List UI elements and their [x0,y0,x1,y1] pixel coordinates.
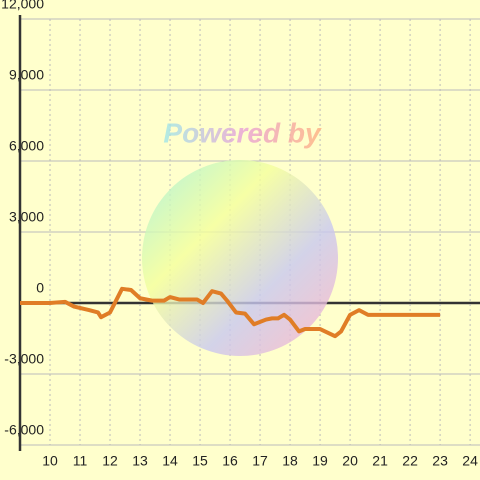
x-tick-label: 22 [402,453,418,469]
x-tick-label: 14 [162,453,178,469]
x-tick-label: 20 [342,453,358,469]
x-tick-label: 18 [282,453,298,469]
x-tick-label: 13 [132,453,148,469]
data-line [20,286,441,339]
y-tick-label: -3,000 [4,351,44,367]
x-tick-label: 21 [372,453,388,469]
y-tick-label: 6,000 [9,138,44,154]
y-tick-label: 12,000 [1,0,44,12]
y-tick-label: 9,000 [9,67,44,83]
x-tick-label: 17 [252,453,268,469]
x-tick-label: 12 [102,453,118,469]
x-tick-label: 23 [432,453,448,469]
x-tick-label: 10 [42,453,58,469]
y-tick-label: -6,000 [4,422,44,438]
x-tick-label: 11 [73,453,88,469]
y-tick-label: 3,000 [9,209,44,225]
watermark-logo [142,160,338,356]
x-tick-label: 19 [312,453,328,469]
watermark: Powered by [163,117,322,148]
x-tick-label: 15 [192,453,208,469]
y-tick-label: 0 [36,280,44,296]
x-tick-label: 16 [222,453,238,469]
x-tick-label: 24 [462,453,478,469]
